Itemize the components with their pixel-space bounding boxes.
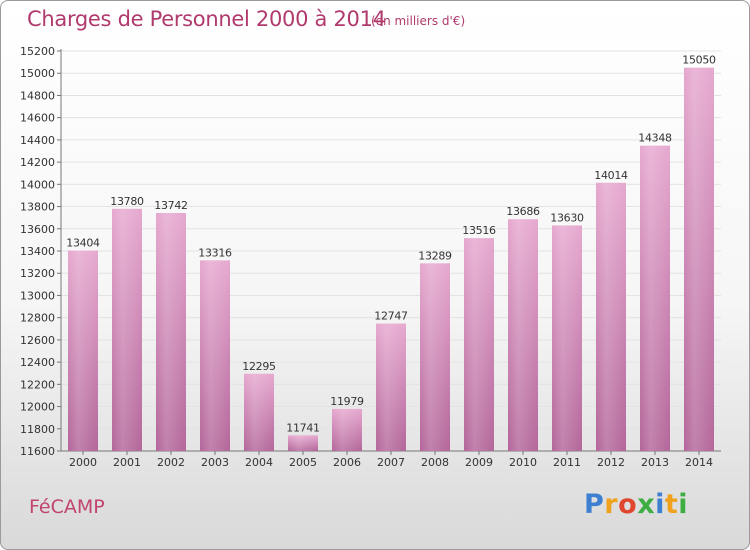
y-tick-label: 12000 <box>20 401 55 414</box>
y-tick-label: 12600 <box>20 334 55 347</box>
bar-shine-2014 <box>684 67 714 452</box>
bar-value-label: 13289 <box>418 249 452 262</box>
y-tick-label: 13200 <box>20 267 55 280</box>
x-tick-label: 2011 <box>553 456 581 469</box>
proxiti-logo[interactable]: Proxiti <box>584 489 688 520</box>
bar-shine-2010 <box>508 219 538 451</box>
y-tick-label: 11600 <box>20 445 55 458</box>
y-tick-label: 13000 <box>20 289 55 302</box>
logo-letter: P <box>584 489 605 520</box>
y-tick-label: 12200 <box>20 378 55 391</box>
x-tick-label: 2013 <box>641 456 669 469</box>
bar-shine-2007 <box>376 323 406 451</box>
bar-shine-2000 <box>68 250 98 451</box>
x-tick-label: 2001 <box>113 456 141 469</box>
bar-shine-2012 <box>596 182 626 451</box>
x-tick-label: 2009 <box>465 456 493 469</box>
logo-letter: i <box>678 489 689 520</box>
x-tick-label: 2003 <box>201 456 229 469</box>
x-tick-label: 2007 <box>377 456 405 469</box>
bar-value-label: 15050 <box>682 54 716 67</box>
x-tick-label: 2008 <box>421 456 449 469</box>
y-tick-label: 12400 <box>20 356 55 369</box>
logo-letter: t <box>664 489 679 520</box>
bar-value-label: 12295 <box>242 360 276 373</box>
bar-shine-2009 <box>464 238 494 451</box>
bar-shine-2006 <box>332 408 362 451</box>
bar-value-label: 12747 <box>374 310 408 323</box>
y-tick-label: 12800 <box>20 312 55 325</box>
city-name: FéCAMP <box>29 496 105 518</box>
y-tick-label: 15000 <box>20 67 55 80</box>
y-tick-label: 15200 <box>20 45 55 58</box>
x-tick-label: 2004 <box>245 456 273 469</box>
axis-layer: 11600 11800 12000 12200 12400 12600 12800 13000… <box>20 45 721 458</box>
x-tick-label: 2002 <box>157 456 185 469</box>
bar-shine-2011 <box>552 225 582 451</box>
logo-letter: o <box>618 489 638 520</box>
logo-letter: r <box>604 489 619 520</box>
bar-shine-2003 <box>200 260 230 451</box>
y-tick-label: 14600 <box>20 112 55 125</box>
label-layer: 13404 2000 13780 2001 13742 2002 13316 2003 1229… <box>66 54 716 469</box>
x-tick-label: 2000 <box>69 456 97 469</box>
chart-subtitle: (en milliers d'€) <box>371 14 466 28</box>
bar-value-label: 11741 <box>286 421 320 434</box>
bar-value-label: 13316 <box>198 246 232 259</box>
bar-value-label: 13516 <box>462 224 496 237</box>
x-tick-label: 2010 <box>509 456 537 469</box>
y-tick-label: 13600 <box>20 223 55 236</box>
bar-value-label: 11979 <box>330 395 364 408</box>
x-tick-label: 2006 <box>333 456 361 469</box>
bar-shine-2008 <box>420 263 450 451</box>
bar-value-label: 14014 <box>594 169 628 182</box>
y-tick-label: 13800 <box>20 201 55 214</box>
y-tick-label: 14800 <box>20 89 55 102</box>
y-tick-label: 14200 <box>20 156 55 169</box>
bar-shine-2005 <box>288 435 318 451</box>
y-tick-label: 13400 <box>20 245 55 258</box>
bar-value-label: 13780 <box>110 195 144 208</box>
bar-value-label: 13742 <box>154 199 188 212</box>
bar-shine-2001 <box>112 208 142 451</box>
y-tick-label: 11800 <box>20 423 55 436</box>
logo-letter: x <box>637 489 656 520</box>
bar-value-label: 13630 <box>550 211 584 224</box>
chart-title: Charges de Personnel 2000 à 2014 <box>27 7 386 31</box>
bar-shine-2002 <box>156 213 186 451</box>
x-tick-label: 2014 <box>685 456 713 469</box>
bar-shine-2013 <box>640 145 670 451</box>
logo-letter: i <box>655 489 665 520</box>
x-tick-label: 2012 <box>597 456 625 469</box>
bar-shine-2004 <box>244 373 274 451</box>
y-tick-label: 14400 <box>20 134 55 147</box>
x-tick-label: 2005 <box>289 456 317 469</box>
bar-value-label: 13686 <box>506 205 540 218</box>
y-tick-label: 14000 <box>20 178 55 191</box>
bar-value-label: 13404 <box>66 237 100 250</box>
bar-value-label: 14348 <box>638 132 672 145</box>
bar-layer <box>68 67 714 452</box>
